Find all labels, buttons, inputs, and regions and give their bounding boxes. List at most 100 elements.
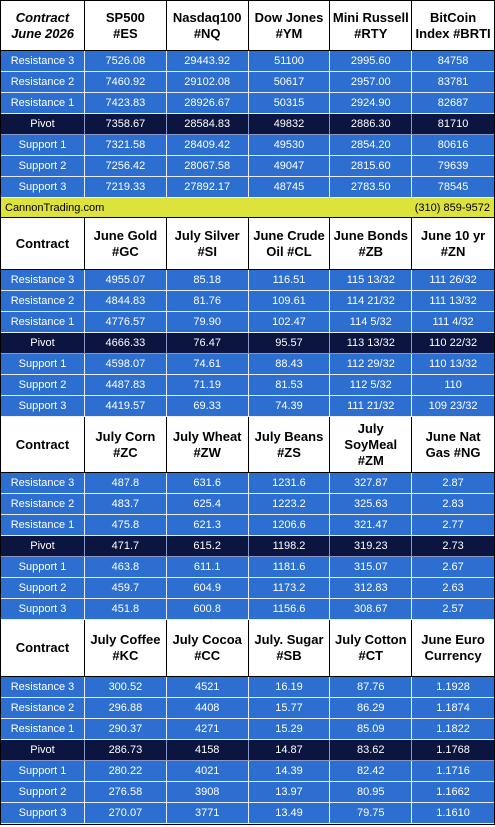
value-cell: 1.1662 [412, 782, 494, 803]
header-cell: July Silver #SI [167, 218, 249, 269]
value-cell: 4419.57 [85, 396, 167, 417]
row-label: Resistance 3 [1, 473, 85, 494]
value-cell: 2995.60 [330, 51, 413, 72]
row-label: Pivot [1, 536, 85, 557]
row-label: Resistance 3 [1, 677, 85, 698]
value-cell: 463.8 [85, 557, 167, 578]
value-cell: 276.58 [85, 782, 167, 803]
header-cell: Contract [1, 620, 85, 676]
value-cell: 28067.58 [166, 156, 249, 177]
value-cell: 315.07 [330, 557, 413, 578]
value-cell: 300.52 [85, 677, 167, 698]
value-cell: 85.09 [330, 719, 413, 740]
row-label: Support 3 [1, 803, 85, 824]
value-cell: 451.8 [85, 599, 167, 620]
value-cell: 296.88 [85, 698, 167, 719]
value-cell: 15.29 [248, 719, 331, 740]
value-cell: 2.87 [412, 473, 494, 494]
header-cell: July Cotton #CT [330, 620, 413, 676]
header-row: Contract June Gold #GC July Silver #SI June… [1, 218, 494, 270]
value-cell: 114 5/32 [330, 312, 413, 333]
header-cell: June Gold #GC [85, 218, 167, 269]
value-cell: 69.33 [166, 396, 249, 417]
level-row: Resistance 3 487.8 631.6 1231.6 327.87 2.87 [1, 473, 494, 494]
value-cell: 2924.90 [330, 93, 413, 114]
header-cell: July Coffee #KC [85, 620, 167, 676]
value-cell: 83781 [412, 72, 494, 93]
value-cell: 95.57 [248, 333, 331, 354]
header-cell: June Bonds #ZB [330, 218, 413, 269]
row-label: Support 3 [1, 396, 85, 417]
value-cell: 112 5/32 [330, 375, 413, 396]
value-cell: 49047 [248, 156, 331, 177]
level-row: Resistance 2 296.88 4408 15.77 86.29 1.1874 [1, 698, 494, 719]
row-label: Resistance 1 [1, 719, 85, 740]
value-cell: 112 29/32 [330, 354, 413, 375]
header-cell: July Corn #ZC [85, 417, 167, 472]
value-cell: 74.39 [248, 396, 331, 417]
pivot-row: Pivot 4666.33 76.47 95.57 113 13/32 110 22/32 [1, 333, 494, 354]
value-cell: 7219.33 [85, 177, 167, 198]
row-label: Support 2 [1, 782, 85, 803]
value-cell: 487.8 [85, 473, 167, 494]
value-cell: 2815.60 [330, 156, 413, 177]
level-row: Resistance 2 4844.83 81.76 109.61 114 21/32 1… [1, 291, 494, 312]
value-cell: 49530 [248, 135, 331, 156]
row-label: Support 1 [1, 557, 85, 578]
value-cell: 1.1716 [412, 761, 494, 782]
header-cell: Dow Jones #YM [249, 1, 331, 50]
value-cell: 110 13/32 [412, 354, 494, 375]
level-row: Support 2 7256.42 28067.58 49047 2815.60 7963… [1, 156, 494, 177]
value-cell: 13.49 [248, 803, 331, 824]
value-cell: 483.7 [85, 494, 167, 515]
row-label: Pivot [1, 114, 85, 135]
level-row: Resistance 3 7526.08 29443.92 51100 2995.60 8… [1, 51, 494, 72]
value-cell: 79639 [412, 156, 494, 177]
value-cell: 50617 [248, 72, 331, 93]
value-cell: 27892.17 [166, 177, 249, 198]
value-cell: 1156.6 [248, 599, 331, 620]
value-cell: 600.8 [166, 599, 249, 620]
value-cell: 28409.42 [166, 135, 249, 156]
value-cell: 109 23/32 [412, 396, 494, 417]
value-cell: 15.77 [248, 698, 331, 719]
pivot-row: Pivot 286.73 4158 14.87 83.62 1.1768 [1, 740, 494, 761]
value-cell: 1.1822 [412, 719, 494, 740]
header-cell: June Crude Oil #CL [249, 218, 331, 269]
header-cell: July Cocoa #CC [167, 620, 249, 676]
value-cell: 111 26/32 [412, 270, 494, 291]
level-row: Resistance 3 300.52 4521 16.19 87.76 1.1928 [1, 677, 494, 698]
value-cell: 29443.92 [166, 51, 249, 72]
header-row: Contract July Corn #ZC July Wheat #ZW July … [1, 417, 494, 473]
value-cell: 51100 [248, 51, 331, 72]
level-row: Support 1 7321.58 28409.42 49530 2854.20 8061… [1, 135, 494, 156]
header-cell: July. Sugar #SB [249, 620, 331, 676]
value-cell: 280.22 [85, 761, 167, 782]
value-cell: 83.62 [330, 740, 413, 761]
row-label: Resistance 2 [1, 291, 85, 312]
value-cell: 50315 [248, 93, 331, 114]
level-row: Resistance 1 4776.57 79.90 102.47 114 5/32 11… [1, 312, 494, 333]
value-cell: 2.67 [412, 557, 494, 578]
header-cell: June 10 yr #ZN [420, 227, 486, 259]
value-cell: 611.1 [166, 557, 249, 578]
value-cell: 85.18 [166, 270, 249, 291]
value-cell: 1.1768 [412, 740, 494, 761]
header-cell: Contract June 2026 [1, 1, 85, 50]
value-cell: 2783.50 [330, 177, 413, 198]
value-cell: 2854.20 [330, 135, 413, 156]
row-label: Resistance 3 [1, 270, 85, 291]
value-cell: 14.39 [248, 761, 331, 782]
row-label: Support 3 [1, 599, 85, 620]
level-row: Resistance 1 7423.83 28926.67 50315 2924.90 8… [1, 93, 494, 114]
value-cell: 81.53 [248, 375, 331, 396]
value-cell: 1231.6 [248, 473, 331, 494]
value-cell: 81710 [412, 114, 494, 135]
value-cell: 76.47 [166, 333, 249, 354]
value-cell: 80.95 [330, 782, 413, 803]
value-cell: 4271 [166, 719, 249, 740]
value-cell: 4955.07 [85, 270, 167, 291]
value-cell: 28926.67 [166, 93, 249, 114]
value-cell: 621.3 [166, 515, 249, 536]
row-label: Support 1 [1, 135, 85, 156]
